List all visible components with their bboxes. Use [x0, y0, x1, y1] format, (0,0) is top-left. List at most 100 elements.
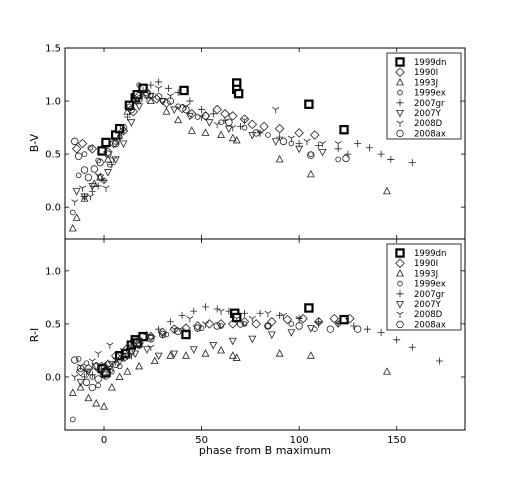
- ri-point-1993J: [201, 349, 210, 357]
- ri-legend-label: 2007Y: [414, 300, 442, 310]
- bv-legend-label: 2007Y: [414, 109, 442, 119]
- bv-point-2007Y: [146, 92, 155, 101]
- bv-point-2008ax: [84, 173, 93, 182]
- bv-legend-marker-2008ax: [396, 129, 404, 138]
- x-tick-label: 0: [101, 435, 107, 446]
- ri-point-2008D: [186, 316, 194, 323]
- ri-point-2008D: [147, 344, 155, 352]
- ri-point-1990I: [83, 363, 94, 374]
- bv-point-1990I: [228, 111, 238, 121]
- ri-point-2008ax: [119, 354, 128, 362]
- ri-point-1999ex: [95, 382, 101, 389]
- ri-legend-label: 1999dn: [414, 249, 446, 259]
- ri-point-1999ex: [163, 331, 170, 338]
- ri-point-2007Y: [287, 329, 296, 337]
- ri-point-1999ex: [75, 356, 82, 362]
- ri-point-1999ex: [288, 321, 295, 327]
- bv-point-2007gr: [387, 155, 395, 163]
- bv-point-1993J: [187, 126, 196, 134]
- ri-point-2007gr: [213, 305, 221, 313]
- bv-data-marks: [68, 78, 416, 232]
- bv-point-2007gr: [276, 133, 284, 141]
- ri-point-1993J: [382, 367, 391, 375]
- bv-legend-label: 1990I: [414, 68, 438, 78]
- ri-point-2008ax: [147, 335, 155, 343]
- bv-point-2008D: [102, 185, 110, 192]
- ri-point-1999dn: [304, 303, 314, 313]
- bv-point-1993J: [146, 96, 155, 105]
- ri-point-2007Y: [107, 361, 116, 369]
- bv-point-1993J: [68, 223, 77, 232]
- ri-point-1999ex: [109, 368, 115, 375]
- ri-point-1990I: [267, 317, 277, 327]
- ri-point-2008ax: [94, 375, 102, 383]
- ri-point-2008D: [100, 361, 108, 369]
- bv-point-2008ax: [154, 93, 163, 101]
- bv-point-2007gr: [100, 177, 108, 185]
- bv-point-1990I: [212, 104, 222, 115]
- ri-y-tick-label: 0.5: [45, 319, 61, 330]
- bv-point-1999ex: [335, 156, 341, 163]
- ri-point-2007gr: [393, 336, 401, 344]
- ri-y-tick-label: 1.0: [45, 266, 61, 277]
- bv-point-2007gr: [155, 78, 163, 86]
- ri-point-2007gr: [241, 309, 249, 317]
- bv-legend-marker-1999ex: [397, 89, 403, 96]
- ri-point-1993J: [76, 383, 85, 391]
- bv-point-2007gr: [237, 123, 245, 131]
- ri-point-2008ax: [295, 322, 303, 330]
- ri-legend-marker-2007Y: [396, 300, 404, 309]
- x-tick-label: 50: [195, 435, 208, 446]
- bv-point-2007gr: [408, 159, 416, 167]
- bv-point-2007gr: [174, 89, 182, 97]
- bv-y-tick-label: 1.0: [45, 97, 61, 108]
- ri-point-2007Y: [142, 346, 151, 354]
- ri-point-2007gr: [377, 328, 385, 336]
- ri-point-2008ax: [88, 383, 97, 392]
- ri-point-2008D: [120, 347, 128, 355]
- ri-point-2007Y: [306, 325, 315, 333]
- ri-point-2007gr: [201, 303, 209, 311]
- bv-point-2007Y: [185, 112, 194, 121]
- ri-point-2007Y: [189, 346, 198, 354]
- ri-point-2008ax: [100, 371, 108, 379]
- bv-point-2007gr: [365, 144, 373, 152]
- ri-legend-marker-1993J: [396, 268, 404, 277]
- ri-point-1990I: [204, 319, 215, 329]
- ri-point-2008D: [127, 353, 135, 360]
- bv-point-2008ax: [135, 95, 143, 103]
- bv-point-2007gr: [315, 142, 323, 150]
- bv-point-2007Y: [158, 98, 167, 106]
- ri-point-1990I: [282, 314, 293, 325]
- ri-point-1990I: [298, 313, 308, 324]
- bv-point-1993J: [72, 213, 81, 221]
- ri-point-2008D: [295, 316, 303, 323]
- bv-point-1990I: [71, 144, 82, 154]
- ri-legend-label: 2008ax: [414, 320, 446, 330]
- ri-point-1990I: [345, 313, 355, 324]
- bv-point-1993J: [162, 107, 171, 115]
- ri-point-2008D: [170, 326, 178, 333]
- bv-legend-marker-2007gr: [396, 99, 404, 107]
- bv-point-1999ex: [218, 119, 224, 126]
- ri-data-marks: [68, 303, 444, 423]
- ri-point-2007gr: [436, 357, 444, 365]
- bv-point-2007gr: [221, 116, 229, 124]
- bv-point-1999ex: [81, 151, 88, 157]
- bv-point-1999dn: [101, 137, 111, 148]
- bv-point-1990I: [109, 138, 119, 149]
- bv-point-1999dn: [304, 99, 314, 109]
- bv-point-2008ax: [71, 137, 79, 146]
- bv-legend: 1999dn1990I1993J1999ex2007gr2007Y2008D20…: [386, 52, 462, 140]
- ri-point-2008D: [217, 308, 225, 315]
- bv-point-2007gr: [344, 150, 352, 158]
- ri-point-2007gr: [166, 318, 174, 326]
- bv-point-1990I: [259, 121, 269, 132]
- bv-point-1990I: [177, 103, 187, 114]
- bv-point-2007gr: [186, 97, 194, 105]
- ri-legend-marker-1999dn: [395, 248, 405, 258]
- bv-legend-marker-1999dn: [395, 57, 405, 67]
- bv-point-2007gr: [164, 84, 172, 92]
- ri-point-1990I: [228, 319, 238, 329]
